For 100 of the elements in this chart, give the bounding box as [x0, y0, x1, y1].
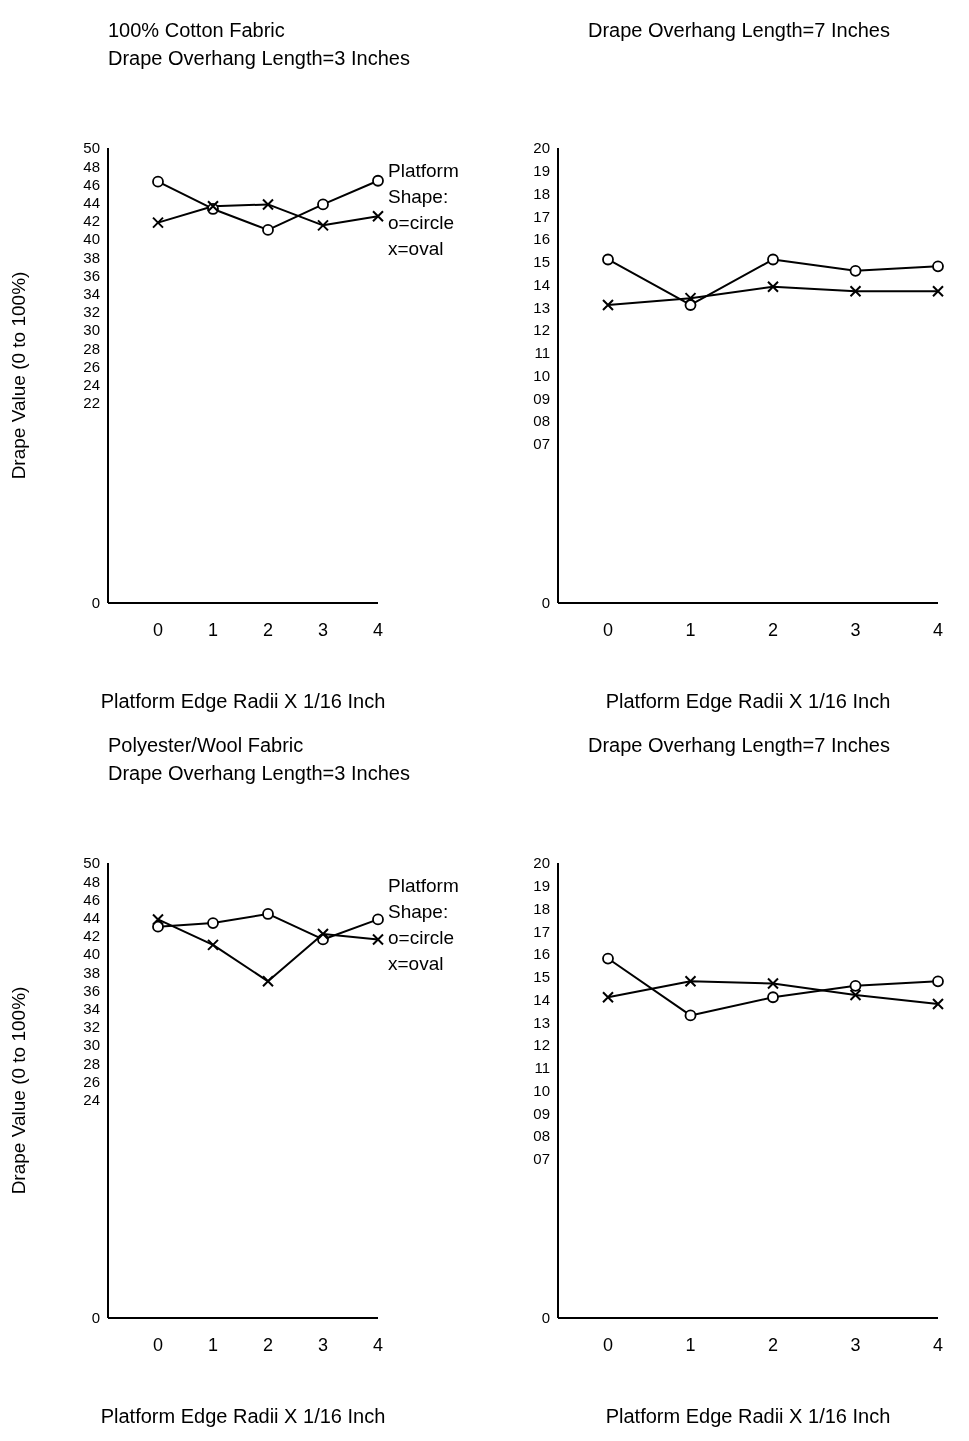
y-tick-label: 10 — [533, 366, 550, 384]
x-tick-label: 4 — [932, 619, 944, 640]
point — [602, 298, 614, 311]
y-tick-label: 48 — [83, 872, 100, 890]
point — [152, 216, 164, 229]
x-tick-label: 0 — [152, 1334, 164, 1355]
x-tick-label: 3 — [317, 1334, 329, 1355]
y-tick-label: 0 — [541, 1309, 550, 1327]
y-tick-label: 08 — [533, 412, 550, 430]
y-tick-label: 34 — [83, 999, 100, 1017]
chart-subtitle: Drape Overhang Length=3 Inches — [108, 46, 411, 71]
series-label: x=oval — [388, 952, 445, 976]
point — [849, 285, 862, 298]
x-tick-label: 0 — [602, 1334, 614, 1355]
y-tick-label: 24 — [83, 375, 100, 393]
point — [602, 991, 614, 1004]
y-tick-label: 13 — [533, 1013, 550, 1031]
point — [684, 975, 697, 988]
x-axis-title: Platform Edge Radii X 1/16 Inch — [605, 690, 891, 712]
point — [262, 908, 274, 920]
y-tick-label: 44 — [83, 193, 100, 211]
y-tick-label: 09 — [533, 389, 550, 407]
y-tick-label: 0 — [91, 1309, 100, 1327]
y-tick-label: 15 — [533, 968, 550, 986]
point — [767, 991, 779, 1004]
chart-title: Drape Overhang Length=7 Inches — [588, 733, 891, 758]
y-tick-label: 17 — [533, 922, 550, 940]
point — [849, 988, 862, 1001]
y-tick-label: 40 — [83, 230, 100, 248]
y-tick-label: 46 — [83, 890, 100, 908]
y-tick-label: 18 — [533, 899, 550, 917]
x-tick-label: 1 — [207, 619, 219, 640]
y-tick-label: 46 — [83, 175, 100, 193]
point — [602, 253, 614, 266]
x-axis-title: Platform Edge Radii X 1/16 Inch — [605, 1405, 891, 1427]
series-label: o=circle — [388, 926, 455, 950]
point — [317, 219, 329, 232]
x-tick-label: 1 — [685, 1334, 696, 1355]
point — [932, 260, 944, 273]
y-axis-title: Drape Value (0 to 100%) — [7, 986, 29, 1195]
y-tick-label: 20 — [533, 854, 550, 872]
y-tick-label: 18 — [533, 184, 550, 202]
chart-title: 100% Cotton Fabric — [108, 18, 286, 43]
y-tick-label: 07 — [533, 1150, 550, 1168]
y-tick-label: 07 — [533, 435, 550, 453]
chart-title: Drape Overhang Length=7 Inches — [588, 18, 891, 43]
chart-title: Polyester/Wool Fabric — [108, 733, 305, 758]
y-tick-label: 19 — [533, 162, 550, 180]
point — [262, 224, 274, 236]
y-tick-label: 28 — [83, 339, 100, 357]
y-tick-label: 08 — [533, 1127, 550, 1145]
y-tick-label: 28 — [83, 1054, 100, 1072]
y-tick-label: 22 — [83, 394, 100, 412]
y-tick-label: 36 — [83, 981, 100, 999]
y-tick-label: 12 — [533, 321, 550, 339]
y-tick-label: 48 — [83, 157, 100, 175]
y-tick-label: 24 — [83, 1090, 100, 1108]
y-tick-label: 0 — [91, 594, 100, 612]
x-axis-title: Platform Edge Radii X 1/16 Inch — [100, 1405, 386, 1427]
x-tick-label: 1 — [207, 1334, 219, 1355]
series-label: o=circle — [388, 211, 455, 235]
y-tick-label: 15 — [533, 253, 550, 271]
y-tick-label: 30 — [83, 1036, 100, 1054]
y-tick-label: 40 — [83, 945, 100, 963]
point — [372, 210, 384, 223]
point — [207, 938, 219, 951]
y-tick-label: 20 — [533, 139, 550, 157]
y-tick-label: 34 — [83, 284, 100, 302]
y-tick-label: 13 — [533, 298, 550, 316]
y-tick-label: 19 — [533, 877, 550, 895]
legend-title: Platform Shape: — [388, 159, 460, 209]
y-tick-label: 42 — [83, 927, 100, 945]
y-tick-label: 32 — [83, 303, 100, 321]
y-tick-label: 0 — [541, 594, 550, 612]
y-tick-label: 16 — [533, 230, 550, 248]
y-tick-label: 12 — [533, 1036, 550, 1054]
y-tick-label: 36 — [83, 266, 100, 284]
x-axis-title: Platform Edge Radii X 1/16 Inch — [100, 690, 386, 712]
point — [684, 1009, 697, 1022]
point — [602, 952, 614, 965]
point — [317, 198, 329, 211]
x-tick-label: 0 — [152, 619, 164, 640]
y-tick-label: 26 — [83, 1072, 100, 1090]
legend-title: Platform Shape: — [388, 874, 460, 924]
x-tick-label: 3 — [850, 1334, 861, 1355]
point — [932, 998, 944, 1011]
point — [684, 292, 697, 305]
point — [372, 913, 384, 926]
y-tick-label: 26 — [83, 357, 100, 375]
y-tick-label: 14 — [533, 275, 550, 293]
x-tick-label: 4 — [372, 1334, 384, 1355]
y-tick-label: 50 — [83, 854, 100, 872]
x-tick-label: 2 — [767, 619, 779, 640]
point — [767, 253, 779, 266]
y-tick-label: 42 — [83, 212, 100, 230]
point — [372, 174, 384, 187]
point — [767, 280, 779, 293]
x-tick-label: 3 — [317, 619, 329, 640]
point — [767, 977, 779, 990]
series-label: x=oval — [388, 237, 445, 261]
